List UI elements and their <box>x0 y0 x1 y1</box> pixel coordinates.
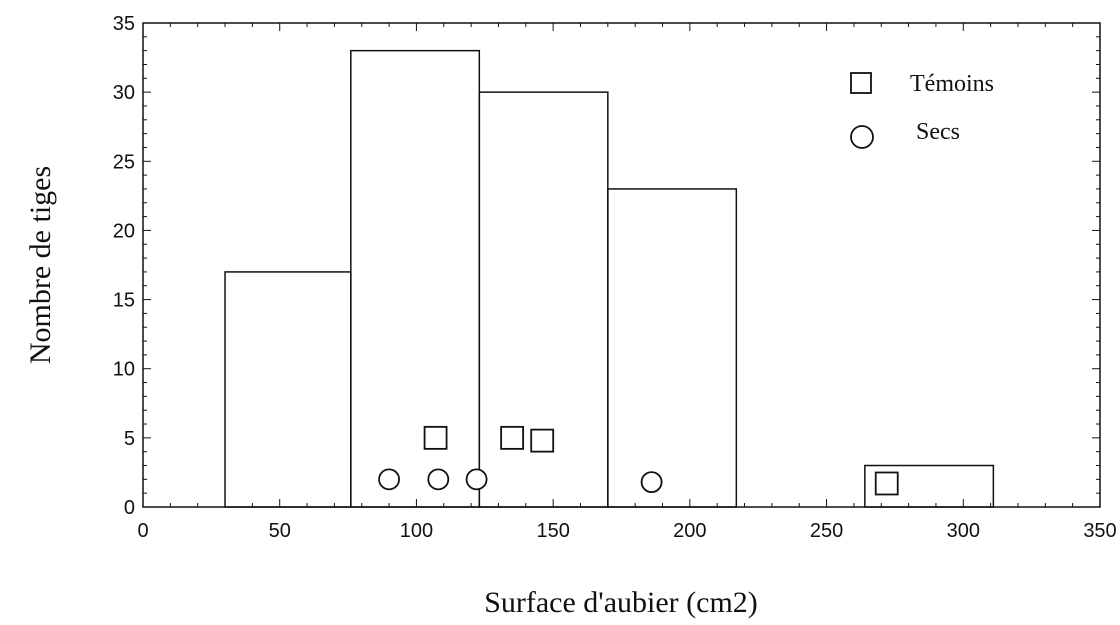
x-tick-label: 250 <box>810 520 843 542</box>
histogram-bar-1 <box>350 49 481 508</box>
point-temoins-1 <box>500 425 525 450</box>
histogram-bar-5 <box>864 464 995 508</box>
scatter-points <box>378 425 899 496</box>
point-secs-1 <box>427 468 450 491</box>
x-tick-label: 0 <box>137 520 148 542</box>
legend-label-temoins: Témoins <box>910 71 994 97</box>
axis-ticks: 0 50 100 150 200 250 300 350 0 5 10 15 20 25 30 35 <box>113 13 1117 542</box>
y-tick-label: 30 <box>113 82 135 104</box>
x-tick-label: 50 <box>269 520 291 542</box>
x-tick-label: 150 <box>536 520 569 542</box>
legend: Témoins Secs <box>850 71 994 149</box>
x-axis-title: Surface d'aubier (cm2) <box>484 586 758 619</box>
point-temoins-0 <box>423 425 448 450</box>
point-secs-2 <box>465 468 488 491</box>
legend-circle-marker <box>850 125 874 149</box>
y-tick-label: 20 <box>113 220 135 242</box>
histogram-bar-3 <box>607 188 738 508</box>
legend-label-secs: Secs <box>916 119 960 145</box>
histogram-bars <box>224 49 995 508</box>
x-tick-label: 350 <box>1083 520 1116 542</box>
x-tick-label: 100 <box>400 520 433 542</box>
y-tick-label: 35 <box>113 13 135 35</box>
point-temoins-3 <box>874 471 899 496</box>
y-tick-label: 5 <box>124 428 135 450</box>
y-tick-label: 0 <box>124 497 135 519</box>
point-secs-0 <box>378 468 400 491</box>
legend-square-marker <box>850 72 872 94</box>
y-tick-label: 25 <box>113 151 135 173</box>
x-tick-label: 300 <box>947 520 980 542</box>
point-temoins-2 <box>530 428 555 453</box>
point-secs-3 <box>640 471 663 494</box>
x-tick-label: 200 <box>673 520 706 542</box>
histogram-bar-0 <box>224 271 352 508</box>
y-axis-title: Nombre de tiges <box>24 166 57 364</box>
y-tick-label: 15 <box>113 290 135 312</box>
y-tick-label: 10 <box>113 359 135 381</box>
